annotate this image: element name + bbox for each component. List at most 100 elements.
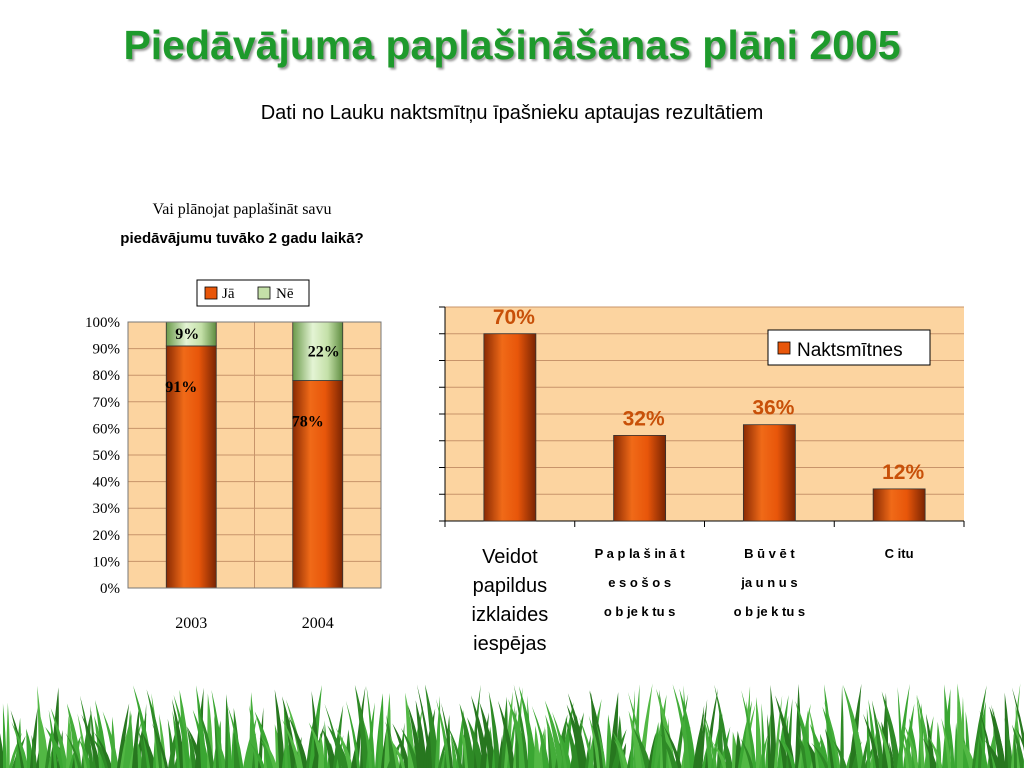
y-tick-label: 100% [85,315,120,331]
grass-blade [227,715,232,768]
grass-blade [479,702,496,768]
grass-blade [467,717,484,768]
grass-blade [415,700,427,768]
grass-decoration [0,683,1024,768]
grass-blades [0,683,1024,768]
grass-blade [871,700,884,768]
grass-blade [65,732,82,768]
grass-blade [957,734,976,768]
grass-blade [436,699,451,768]
grass-blade [363,719,373,768]
grass-blade [922,737,938,768]
grass-blade [552,711,568,768]
legend-swatch-ne [257,286,271,300]
x-tick-label: C itu [885,546,914,561]
grass-blade [775,695,795,768]
grass-blade [78,739,92,768]
grass-blade [916,694,925,768]
bar-4 [872,488,926,522]
grass-blade [609,691,619,768]
grass-blade [45,726,67,768]
grass-blade [672,684,692,768]
grass-blade [435,695,441,768]
grass-blade [146,689,165,768]
y-tick-label: 90% [93,342,121,358]
grass-blade [696,705,705,768]
grass-blade [447,725,463,768]
grass-blade [537,726,546,768]
grass-blade [531,705,550,768]
grass-blade [50,707,68,768]
legend-label-ja: Jā [222,286,235,302]
grass-blade [6,702,10,768]
grass-blade [941,717,952,768]
grass-blade [699,699,708,768]
x-tick-label: izklaides [472,604,549,626]
grass-blade [777,695,789,768]
grass-blade [167,718,175,768]
grass-blade [288,716,309,768]
bar-chart: 70% 32% 36% 12% Veidot papildus izklaides iesp… [439,306,965,655]
legend-label-ne: Nē [276,286,294,302]
x-tick-label: papildus [473,575,548,597]
chart1-legend: Jā Nē [196,279,310,307]
grass-blade [660,733,678,768]
grass-blade [579,717,595,768]
chart1-data-labels: 91% 9% 78% 22% [165,326,340,431]
grass-blade [504,691,513,768]
grass-blade [40,716,49,768]
y-tick-label: 30% [93,501,121,517]
grass-blade [2,703,7,768]
chart2-bars [483,333,926,522]
grass-blade [117,703,130,768]
grass-blade [866,708,871,768]
grass-blade [366,686,376,768]
data-label: 36% [752,397,794,420]
grass-blade [843,684,865,768]
x-tick-label: o b je k tu s [604,604,676,619]
grass-blade [137,739,143,768]
grass-blade [767,713,772,768]
chart1-title-line1: Vai plānojat paplašināt savu [152,201,331,218]
legend-swatch-naktsmitnes [777,341,791,355]
grass-blade [416,684,433,768]
chart2-legend: Naktsmītnes [767,329,931,366]
x-tick-label: B ū v ē t [744,546,795,561]
grass-blade [901,727,914,768]
data-label: 22% [308,343,340,360]
grass-blade [282,719,302,768]
chart2-data-labels: 70% 32% 36% 12% [493,306,925,484]
x-tick-label: 2004 [302,615,334,632]
grass-blade [978,733,988,768]
grass-blade [327,725,349,768]
grass-blade [354,684,370,768]
grass-blade [534,725,540,768]
stacked-chart: Vai plānojat paplašināt savu piedāvājumu… [85,201,382,632]
grass-blade [703,718,714,768]
grass-blade [30,706,38,768]
grass-blade [197,706,215,768]
grass-blade [888,742,895,768]
grass-blade [335,727,353,768]
grass-blade [274,689,285,768]
grass-blade [1004,717,1013,768]
y-tick-label: 70% [93,395,121,411]
grass-blade [780,736,796,768]
bar-ja-2004 [292,380,344,589]
grass-blade [840,684,844,768]
grass-blade [656,688,676,768]
grass-blade [513,684,529,768]
grass-blade [741,690,757,768]
grass-blade [712,741,728,768]
grass-blade [704,714,718,768]
grass-blade [984,739,1002,768]
grass-blade [450,735,458,768]
grass-blade [679,688,697,768]
grass-blade [613,738,628,768]
y-tick-label: 40% [93,475,121,491]
bar-ne-2004 [292,321,344,381]
grass-blade [392,723,411,768]
grass-blade [832,739,847,768]
grass-blade [740,738,754,768]
grass-blade [595,722,607,768]
